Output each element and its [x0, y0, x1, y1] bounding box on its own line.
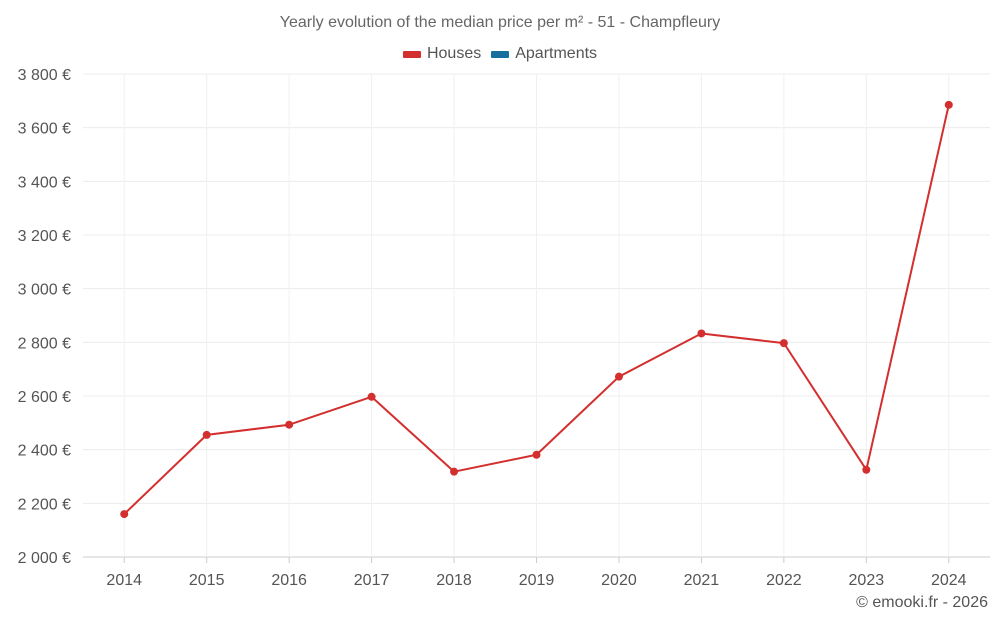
- x-tick-label: 2020: [601, 572, 637, 589]
- data-point-2014: [120, 510, 129, 519]
- x-tick-label: 2015: [189, 572, 225, 589]
- data-point-2016: [285, 420, 294, 429]
- x-tick-label: 2021: [684, 572, 720, 589]
- data-point-2022: [779, 339, 788, 348]
- legend-swatch-houses: [402, 50, 421, 58]
- legend-item-apartments[interactable]: Apartments: [491, 45, 597, 63]
- y-tick-label: 2 400 €: [18, 443, 71, 460]
- y-tick-label: 2 200 €: [18, 496, 71, 513]
- data-point-2018: [450, 467, 459, 476]
- data-point-2020: [614, 372, 623, 381]
- x-tick-label: 2014: [106, 572, 142, 589]
- x-tick-label: 2018: [436, 572, 472, 589]
- data-point-2019: [532, 450, 541, 459]
- data-point-2017: [367, 392, 376, 401]
- data-point-2024: [944, 100, 953, 109]
- y-tick-label: 2 800 €: [18, 335, 71, 352]
- x-tick-label: 2023: [849, 572, 885, 589]
- y-tick-label: 3 600 €: [18, 121, 71, 138]
- x-tick-label: 2016: [271, 572, 307, 589]
- chart-title: Yearly evolution of the median price per…: [279, 14, 721, 31]
- x-tick-label: 2022: [766, 572, 802, 589]
- y-tick-label: 3 400 €: [18, 174, 71, 191]
- data-point-2023: [862, 465, 871, 474]
- data-point-2021: [697, 329, 706, 338]
- legend-label-apartments: Apartments: [515, 45, 598, 62]
- x-tick-label: 2024: [931, 572, 967, 589]
- legend-label-houses: Houses: [426, 45, 482, 62]
- y-tick-label: 3 800 €: [18, 67, 71, 84]
- legend-swatch-apartments: [491, 50, 510, 58]
- legend: Houses Apartments: [0, 45, 1000, 63]
- y-tick-label: 2 600 €: [18, 389, 71, 406]
- y-tick-label: 3 000 €: [18, 282, 71, 299]
- y-tick-label: 3 200 €: [18, 228, 71, 245]
- credit-text: © emooki.fr - 2026: [856, 594, 988, 611]
- x-tick-label: 2019: [519, 572, 555, 589]
- legend-item-houses[interactable]: Houses: [402, 45, 482, 63]
- data-point-2015: [202, 430, 211, 439]
- y-tick-label: 2 000 €: [18, 550, 71, 567]
- x-tick-label: 2017: [354, 572, 390, 589]
